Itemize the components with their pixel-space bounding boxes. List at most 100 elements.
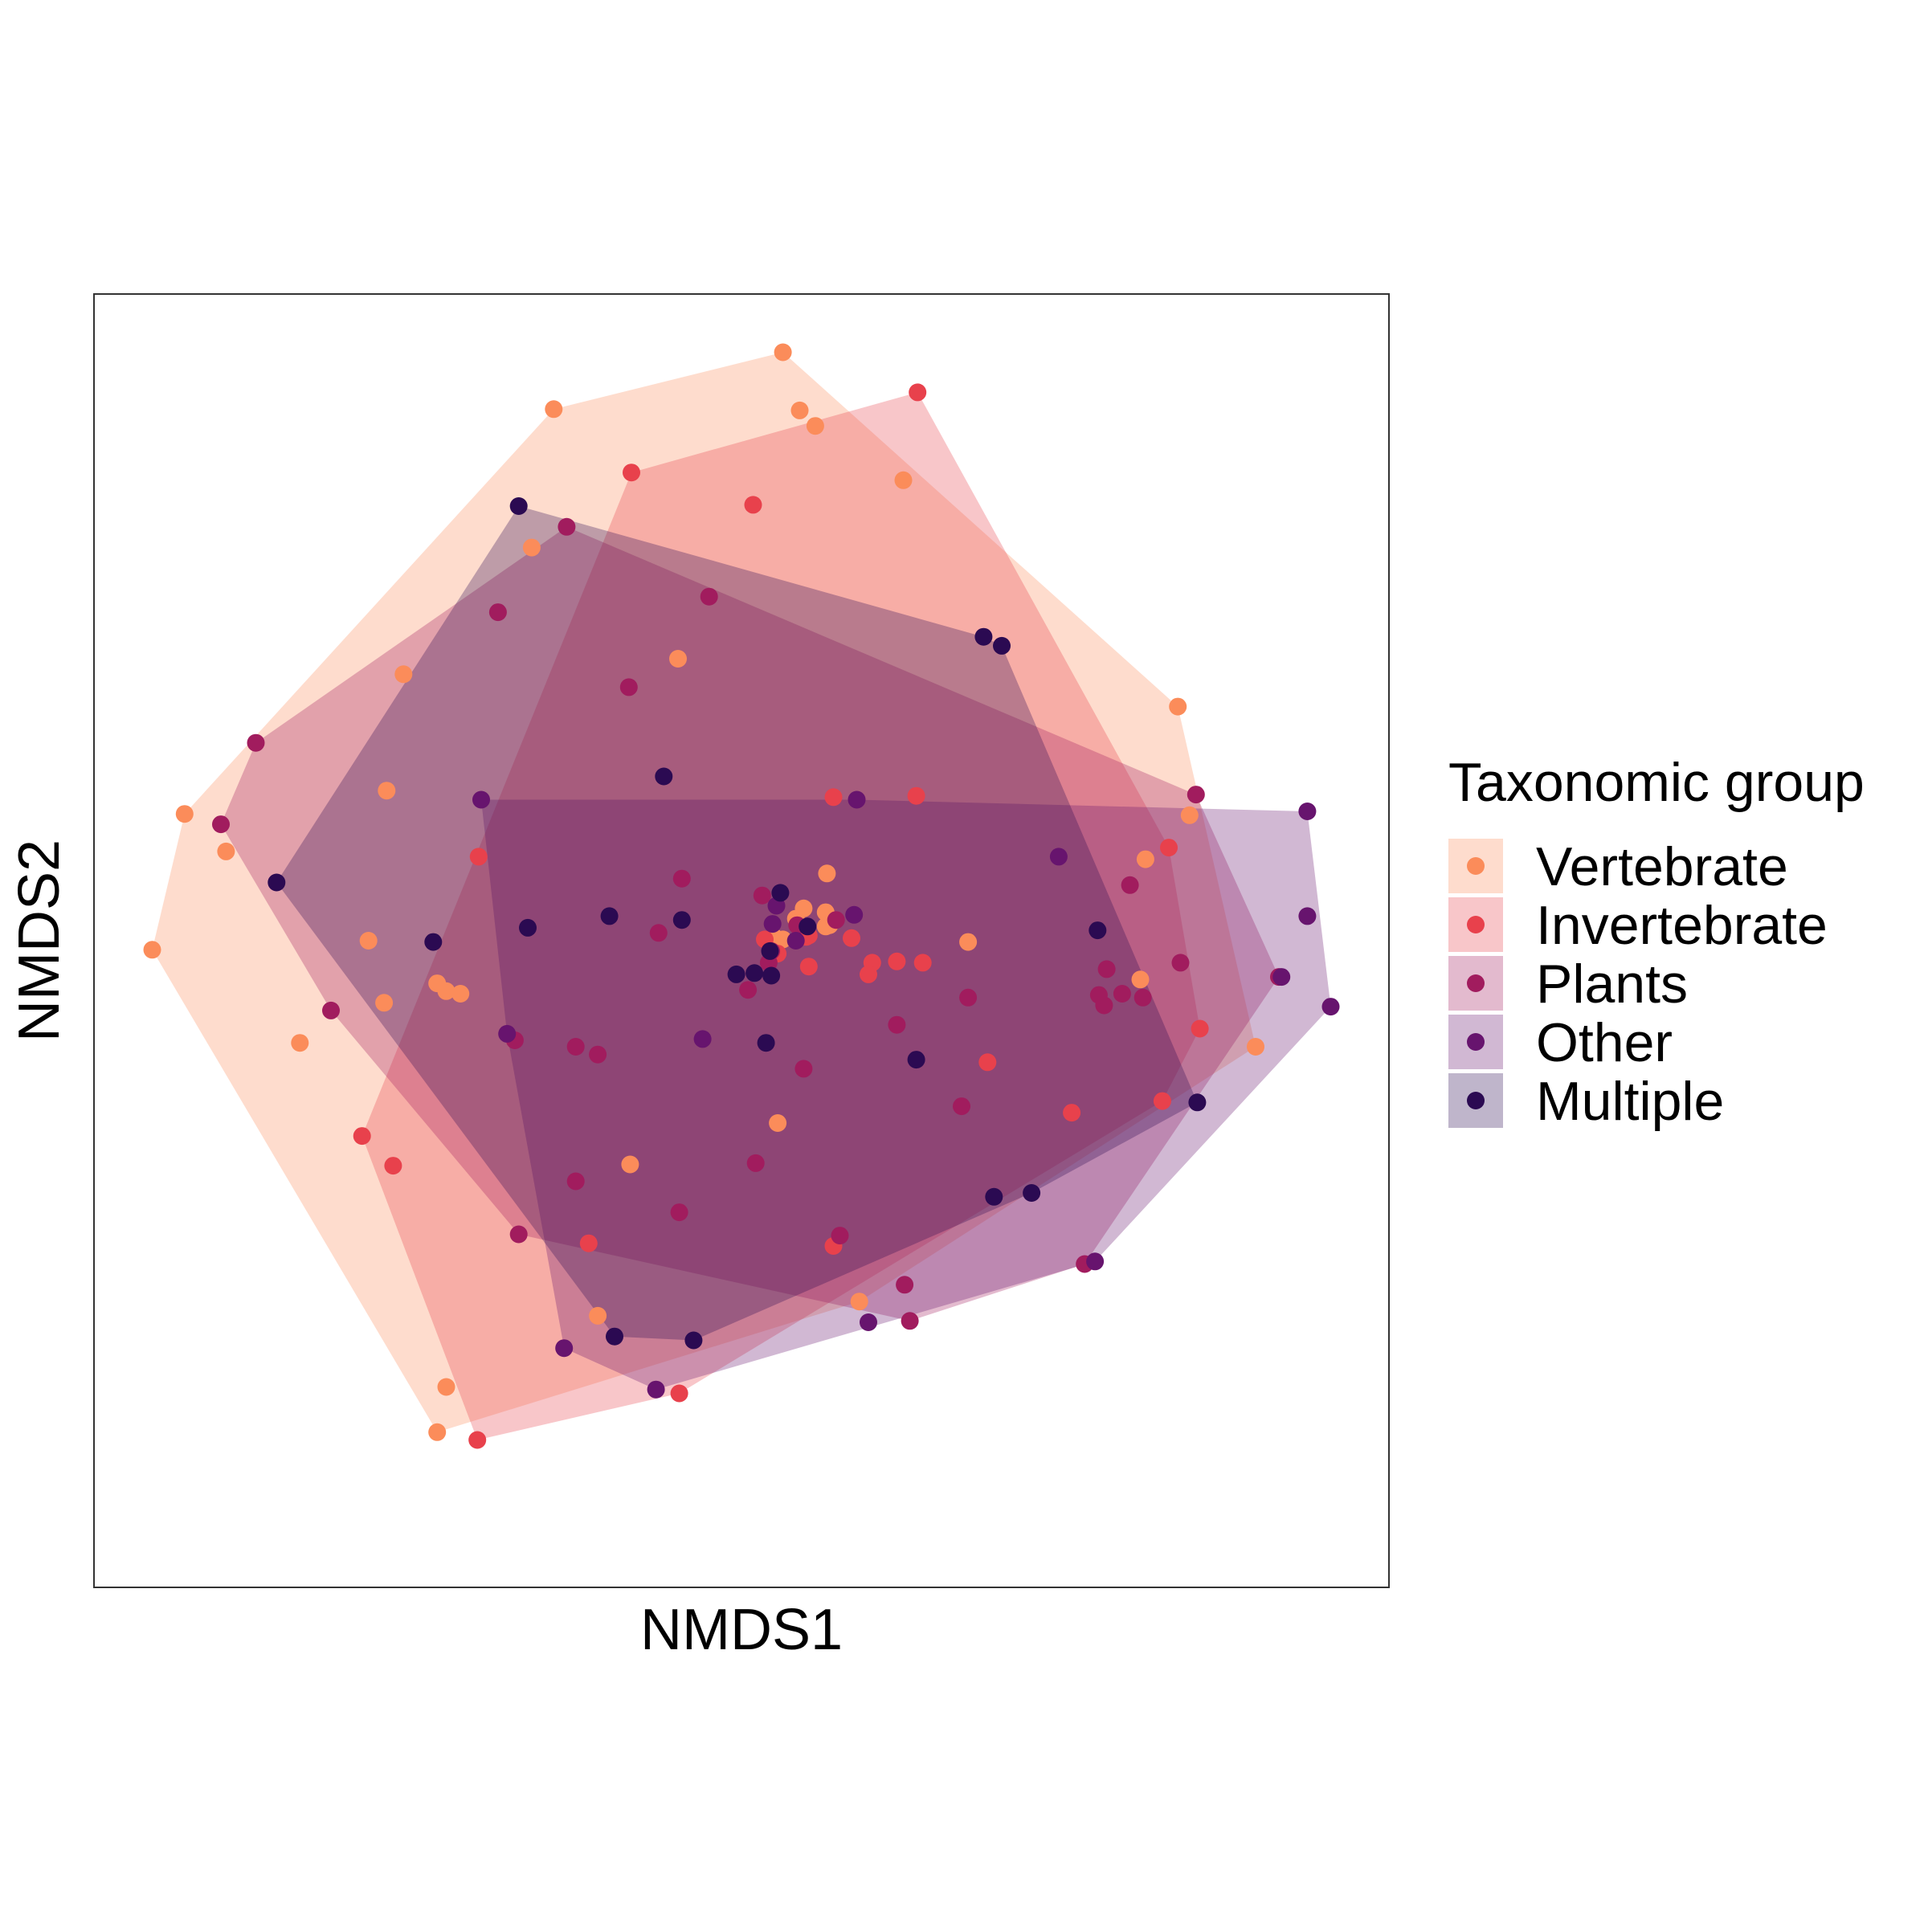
point-invertebrate — [1063, 1104, 1081, 1122]
y-axis-label: NMDS2 — [7, 839, 71, 1042]
point-other — [555, 1339, 574, 1358]
point-plants — [896, 1276, 914, 1294]
hull-multiple — [276, 506, 1198, 1341]
legend-marker-plants — [1467, 974, 1485, 992]
point-vertebrate — [818, 864, 836, 883]
point-invertebrate — [1160, 839, 1178, 857]
point-multiple — [1089, 921, 1107, 940]
point-vertebrate — [894, 471, 913, 489]
hull-vertebrate — [152, 352, 1256, 1432]
point-multiple — [509, 497, 528, 515]
point-vertebrate — [850, 1293, 868, 1311]
point-multiple — [799, 917, 817, 936]
point-other — [1272, 968, 1291, 986]
point-plants — [1171, 954, 1190, 972]
point-vertebrate — [437, 1378, 455, 1396]
point-vertebrate — [589, 1306, 607, 1325]
point-multiple — [600, 907, 619, 925]
point-multiple — [1023, 1184, 1041, 1202]
point-invertebrate — [860, 965, 877, 983]
point-vertebrate — [959, 933, 978, 951]
x-axis-label: NMDS1 — [640, 1598, 843, 1662]
series-plants — [212, 517, 1288, 1330]
point-multiple — [684, 1331, 703, 1350]
legend-item-vertebrate: Vertebrate — [1448, 836, 1788, 897]
point-vertebrate — [1247, 1038, 1264, 1056]
point-multiple — [993, 636, 1011, 655]
point-multiple — [1188, 1093, 1207, 1112]
point-plants — [247, 733, 265, 752]
hull-layer — [152, 352, 1331, 1440]
legend-marker-multiple — [1467, 1092, 1485, 1109]
legend-marker-vertebrate — [1467, 857, 1485, 875]
hull-plants — [221, 526, 1279, 1321]
point-other — [860, 1313, 877, 1331]
hull-other — [481, 799, 1331, 1390]
point-invertebrate — [799, 958, 818, 976]
point-vertebrate — [394, 665, 413, 684]
point-multiple — [974, 627, 993, 646]
point-invertebrate — [843, 929, 860, 947]
point-plants — [1113, 985, 1131, 1003]
point-multiple — [655, 767, 673, 786]
legend-item-invertebrate: Invertebrate — [1448, 895, 1828, 956]
point-vertebrate — [143, 941, 161, 959]
point-vertebrate — [1131, 970, 1150, 989]
point-plants — [1121, 876, 1139, 894]
point-vertebrate — [669, 650, 687, 668]
point-invertebrate — [1191, 1019, 1209, 1038]
point-other — [763, 915, 782, 933]
point-multiple — [268, 873, 286, 892]
point-plants — [1097, 960, 1116, 978]
point-vertebrate — [175, 805, 194, 823]
point-other — [786, 932, 805, 950]
legend-label-other: Other — [1536, 1012, 1673, 1073]
legend-marker-invertebrate — [1467, 916, 1485, 933]
point-multiple — [727, 965, 745, 983]
point-invertebrate — [913, 954, 932, 972]
point-plants — [746, 1154, 765, 1172]
point-invertebrate — [1153, 1092, 1171, 1110]
point-invertebrate — [824, 788, 843, 807]
point-vertebrate — [806, 417, 824, 435]
point-vertebrate — [1136, 850, 1154, 868]
point-plants — [1089, 986, 1108, 1004]
point-plants — [649, 924, 668, 942]
point-vertebrate — [359, 932, 378, 950]
point-plants — [953, 1097, 970, 1116]
point-plants — [827, 911, 845, 929]
point-other — [1086, 1252, 1105, 1271]
point-plants — [700, 587, 718, 606]
point-vertebrate — [794, 899, 813, 917]
point-multiple — [424, 933, 443, 951]
point-vertebrate — [774, 343, 792, 361]
point-invertebrate — [670, 1384, 688, 1403]
point-other — [693, 1030, 712, 1048]
point-plants — [1187, 786, 1205, 804]
point-multiple — [757, 1034, 775, 1052]
point-invertebrate — [623, 464, 640, 482]
point-multiple — [985, 1187, 1003, 1206]
legend-label-plants: Plants — [1536, 954, 1688, 1015]
point-plants — [901, 1312, 919, 1330]
legend-item-other: Other — [1448, 1012, 1673, 1073]
legend-item-multiple: Multiple — [1448, 1071, 1724, 1132]
point-invertebrate — [384, 1157, 402, 1175]
point-plants — [888, 1015, 906, 1034]
point-other — [472, 790, 490, 809]
legend-marker-other — [1467, 1033, 1485, 1051]
point-multiple — [771, 884, 790, 902]
point-vertebrate — [790, 401, 809, 419]
legend-title: Taxonomic group — [1448, 752, 1865, 813]
point-plants — [509, 1225, 528, 1244]
point-other — [1321, 998, 1340, 1016]
point-multiple — [907, 1051, 925, 1069]
point-other — [1298, 907, 1317, 925]
point-invertebrate — [888, 952, 906, 970]
point-other — [848, 790, 866, 809]
point-plants — [619, 678, 638, 696]
point-invertebrate — [907, 786, 925, 805]
